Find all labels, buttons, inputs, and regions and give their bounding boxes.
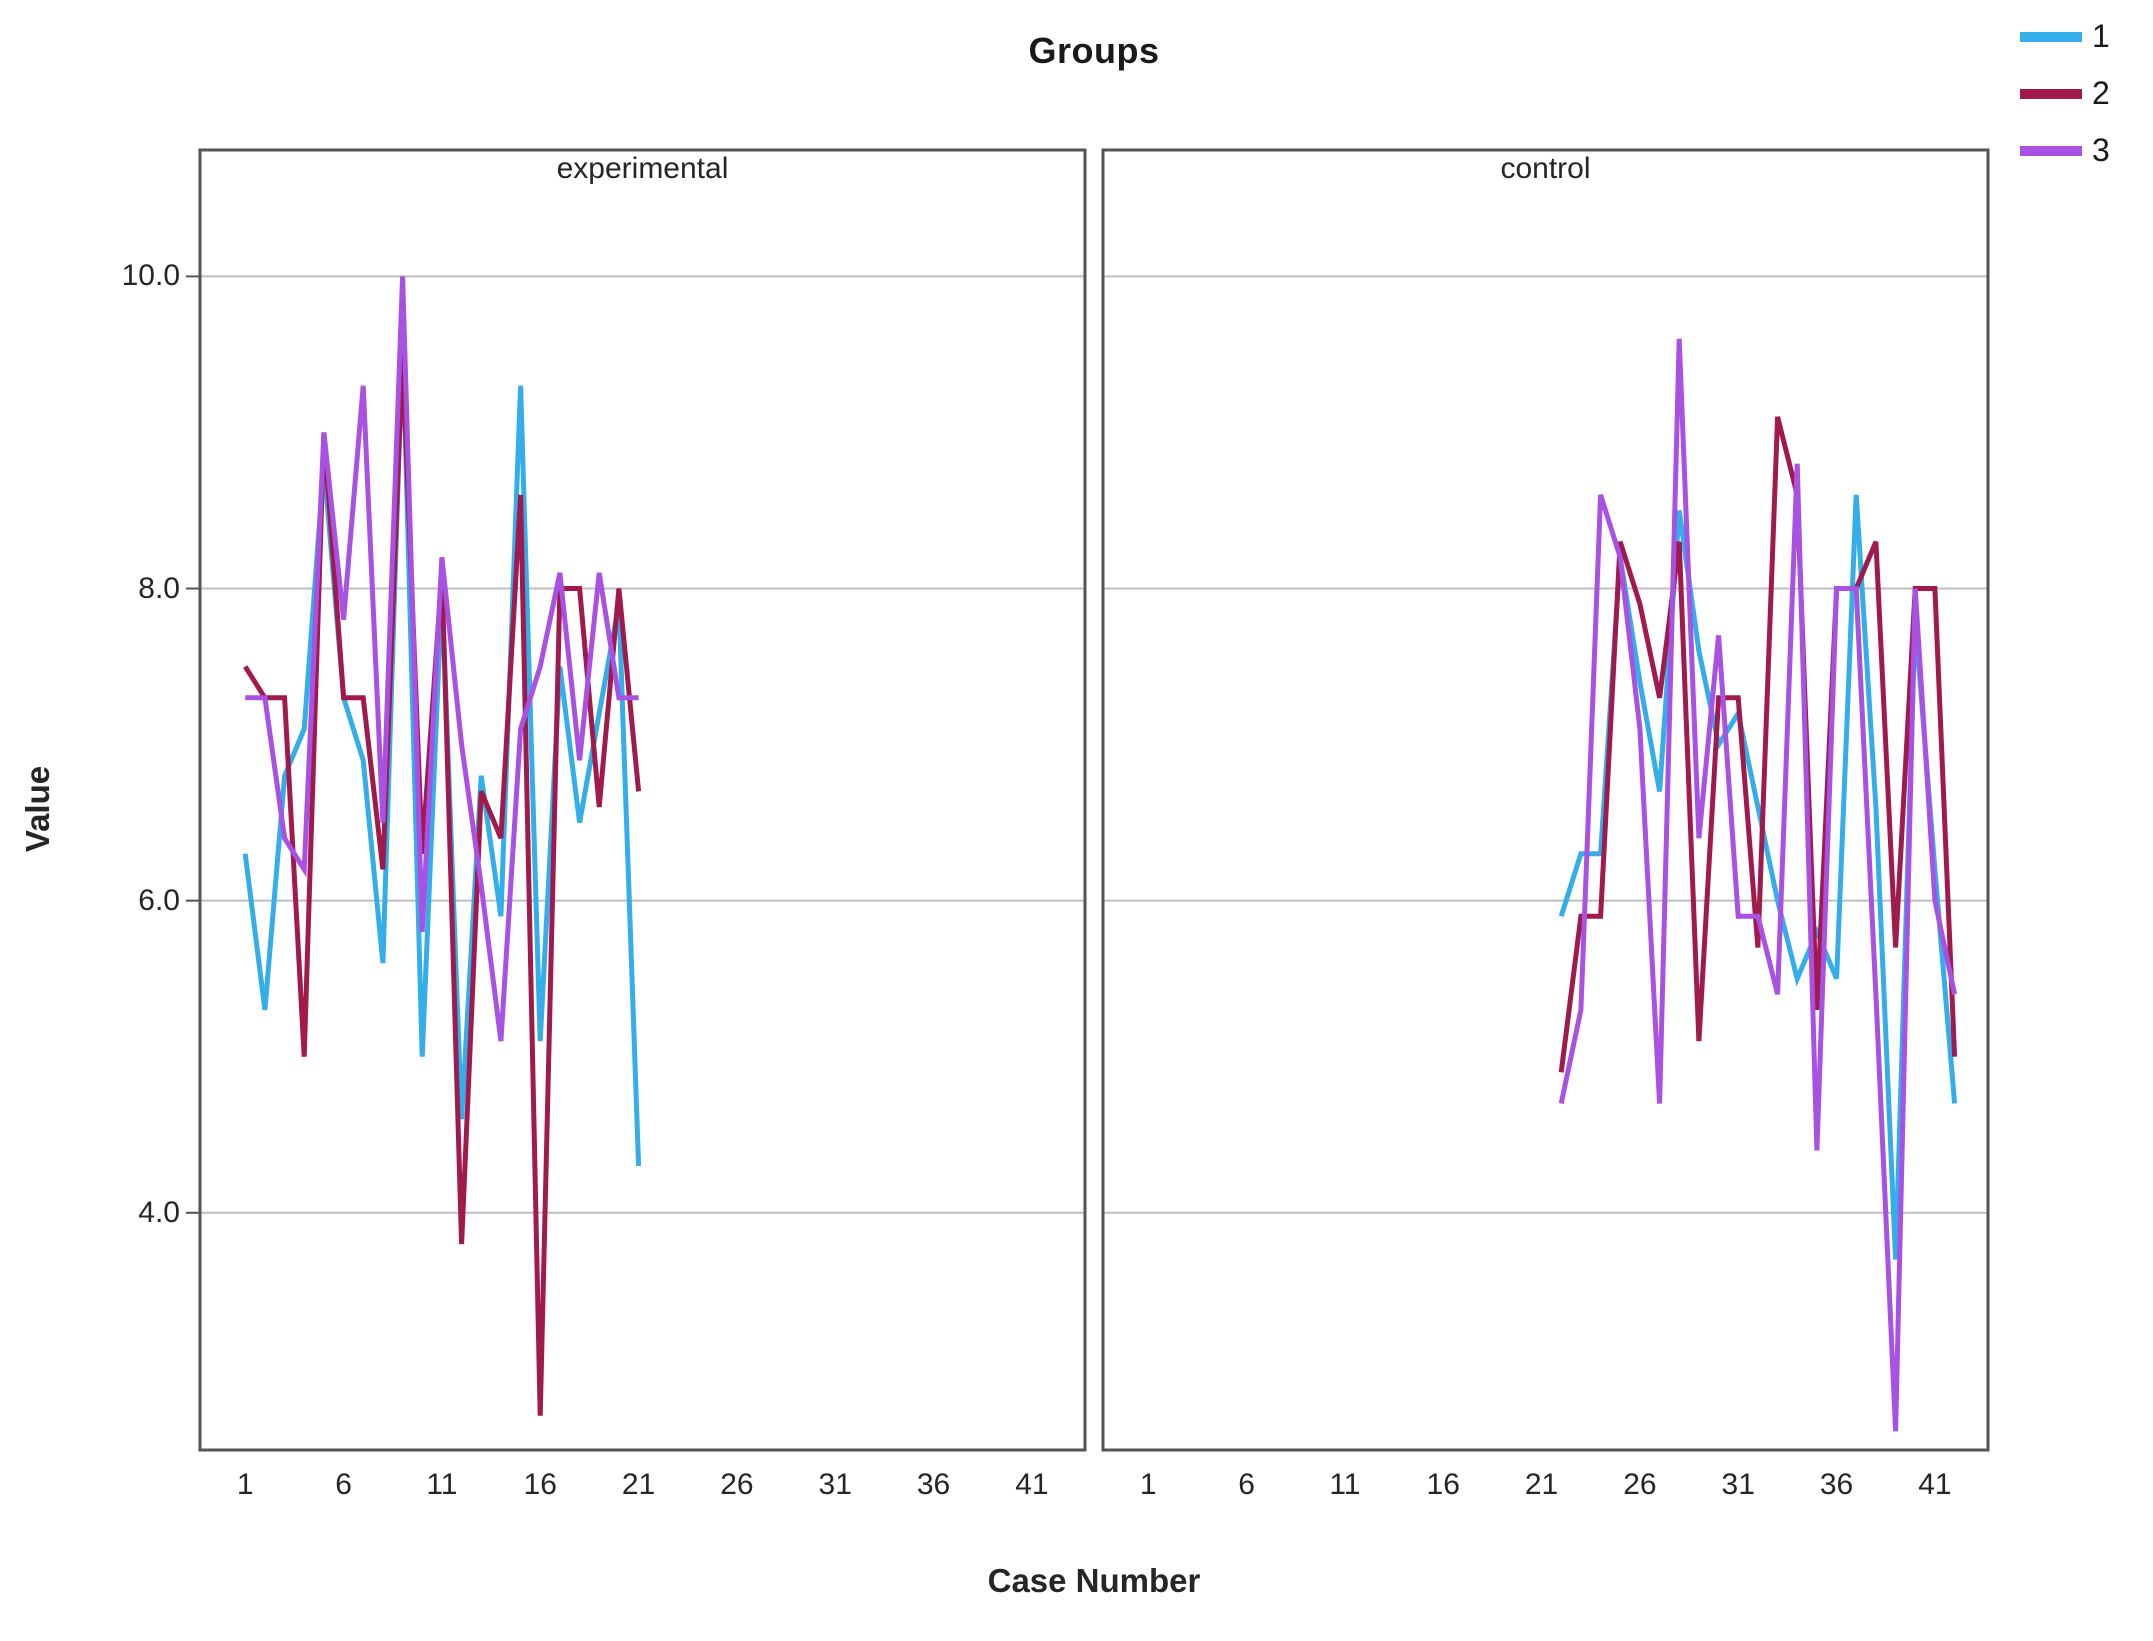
- y-tick-label: 4.0: [138, 1195, 180, 1229]
- x-tick-label: 16: [523, 1468, 557, 1501]
- legend-swatch-icon: [2020, 145, 2082, 156]
- legend-item-3: 3: [2020, 122, 2110, 179]
- series-line-1: [1558, 494, 1958, 1260]
- panel-title-control: control: [1500, 152, 1591, 185]
- x-tick-label: 26: [720, 1468, 754, 1501]
- y-tick-label: 8.0: [138, 571, 180, 605]
- legend-label: 3: [2092, 132, 2110, 168]
- x-tick-label: 6: [1238, 1468, 1255, 1501]
- panel-frame: [198, 148, 1087, 1452]
- x-tick-label: 11: [426, 1468, 458, 1501]
- x-tick-label: 41: [1918, 1468, 1952, 1501]
- x-tick-label: 1: [1139, 1468, 1157, 1501]
- series-line-3: [245, 276, 639, 1042]
- y-tick-label: 6.0: [138, 883, 180, 917]
- x-tick-label: 36: [916, 1468, 951, 1501]
- x-tick-label: 31: [1721, 1468, 1755, 1501]
- series-line-3: [1558, 338, 1958, 1432]
- legend-label: 2: [2092, 75, 2110, 111]
- x-tick-label: 16: [1426, 1468, 1460, 1501]
- legend-item-1: 1: [2020, 8, 2110, 65]
- series-line-2: [243, 354, 642, 1416]
- x-axis-title: Case Number: [987, 1562, 1201, 1599]
- x-tick-label: 26: [1623, 1468, 1657, 1501]
- x-tick-label: 36: [1819, 1468, 1854, 1501]
- x-tick-label: 31: [818, 1468, 852, 1501]
- x-tick-label: 21: [621, 1468, 656, 1501]
- legend-swatch-icon: [2020, 31, 2082, 42]
- x-tick-label: 6: [335, 1468, 352, 1501]
- series-line-2: [1558, 416, 1958, 1073]
- x-tick-label: 21: [1524, 1468, 1559, 1501]
- legend-swatch-icon: [2020, 88, 2082, 99]
- panel-title-experimental: experimental: [556, 152, 729, 185]
- x-tick-label: 1: [236, 1468, 254, 1501]
- legend: 1 2 3: [2020, 8, 2110, 179]
- panel-frame: [1101, 148, 1990, 1452]
- x-tick-label: 41: [1015, 1468, 1049, 1501]
- y-tick-label: 10.0: [121, 259, 180, 293]
- legend-label: 1: [2092, 18, 2110, 54]
- legend-item-2: 2: [2020, 65, 2110, 122]
- chart-title: Groups: [1028, 30, 1160, 71]
- x-tick-label: 11: [1329, 1468, 1361, 1501]
